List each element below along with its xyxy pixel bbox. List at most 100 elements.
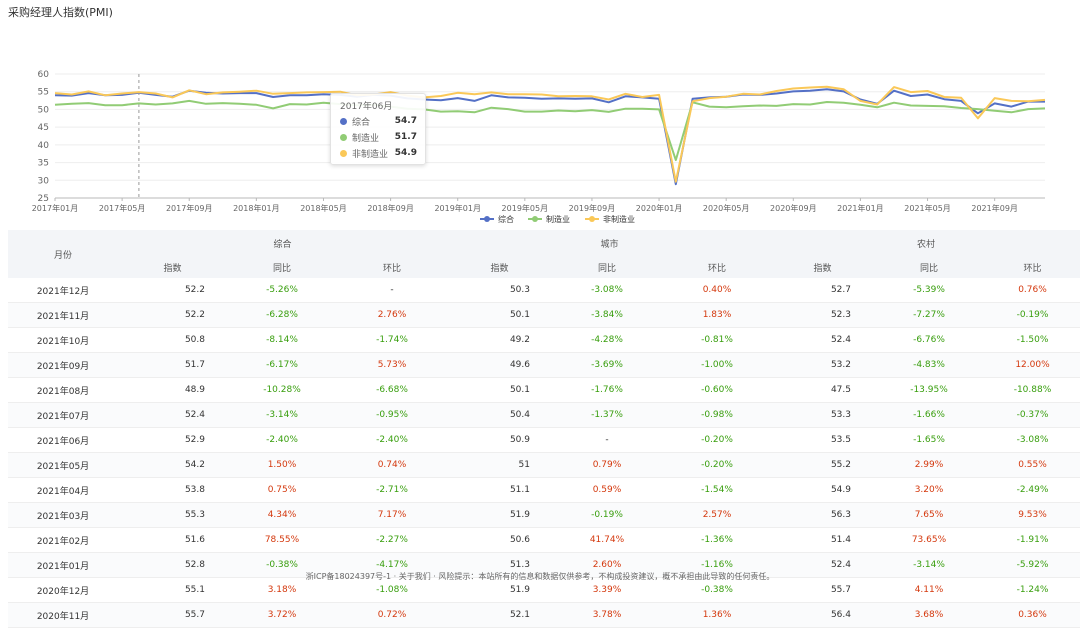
month-cell: 2020年11月 [8,602,118,628]
change-cell: 3.72% [227,602,337,628]
tooltip-row-manufacturing: 制造业 51.7 [340,130,417,144]
table-row: 2021年04月 53.8 0.75% -2.71% 51.1 0.59% -1.54% 54… [8,477,1080,503]
change-cell: -3.08% [985,427,1080,453]
change-cell: -0.60% [662,377,772,403]
index-cell: 51.4 [772,527,873,553]
change-cell: -3.84% [552,302,662,328]
x-tick-label: 2020年05月 [703,203,750,213]
y-tick-label: 30 [38,176,50,186]
change-cell: -1.65% [873,427,985,453]
change-cell: 0.74% [337,452,447,478]
index-cell: 52.2 [118,302,227,328]
index-cell: 52.3 [772,302,873,328]
index-cell: 53.2 [772,352,873,378]
change-cell: -0.98% [662,402,772,428]
change-cell: 0.79% [552,452,662,478]
change-cell: -0.19% [985,302,1080,328]
x-tick-label: 2021年01月 [837,203,884,213]
composite-dot-icon [340,117,347,125]
change-cell: -1.37% [552,402,662,428]
change-cell: -1.91% [985,527,1080,553]
change-cell: 7.65% [873,502,985,528]
index-cell: 56.3 [772,502,873,528]
table-row: 2021年07月 52.4 -3.14% -0.95% 50.4 -1.37% -0.98%… [8,402,1080,428]
change-cell: -6.17% [227,352,337,378]
x-tick-label: 2020年09月 [770,203,817,213]
index-cell: 51.7 [118,352,227,378]
table-row: 2021年02月 51.6 78.55% -2.27% 50.6 41.74% -1.36%… [8,527,1080,553]
x-tick-label: 2018年05月 [300,203,347,213]
index-cell: 51.6 [118,527,227,553]
change-cell: 78.55% [227,527,337,553]
legend-label: 综合 [498,214,514,224]
change-cell: -1.36% [662,527,772,553]
x-tick-label: 2018年09月 [367,203,414,213]
subheader-index: 指数 [118,256,227,278]
pmi-data-table: 月份 综合 城市 农村 指数 同比 环比 指数 同比 环比 指数 同比 环比 2… [8,230,1080,628]
change-cell: 3.68% [873,602,985,628]
tooltip-series-name: 制造业 [352,133,380,144]
y-tick-label: 55 [38,88,49,98]
index-cell: 51.1 [447,477,552,503]
month-cell: 2021年10月 [8,327,118,353]
change-cell: 5.73% [337,352,447,378]
y-tick-label: 35 [38,159,49,169]
change-cell: -2.49% [985,477,1080,503]
tooltip-series-value: 54.9 [394,148,417,158]
change-cell: -1.54% [662,477,772,503]
group-header-rural: 农村 [772,230,1080,256]
change-cell: 2.99% [873,452,985,478]
x-tick-label: 2019年05月 [502,203,549,213]
legend-marker-icon [484,216,490,222]
change-cell: -6.28% [227,302,337,328]
change-cell: 0.75% [227,477,337,503]
index-cell: 50.9 [447,427,552,453]
x-tick-label: 2017年05月 [99,203,146,213]
index-cell: 49.6 [447,352,552,378]
index-cell: 50.4 [447,402,552,428]
change-cell: -3.08% [552,278,662,303]
index-cell: 50.3 [447,278,552,303]
change-cell: -1.76% [552,377,662,403]
table-body: 2021年12月 52.2 -5.26% -50.3 -3.08% 0.40% 52.7 -5… [8,278,1080,628]
change-cell: - [552,427,662,453]
y-tick-label: 60 [38,70,50,80]
subheader-yoy: 同比 [552,256,662,278]
index-cell: 47.5 [772,377,873,403]
index-cell: 52.1 [447,602,552,628]
tooltip-row-non-manufacturing: 非制造业 54.9 [340,146,417,160]
legend-label: 制造业 [546,214,570,224]
y-axis-labels: 25 30 35 40 45 50 55 60 [38,70,50,204]
non-manufacturing-dot-icon [340,149,347,157]
x-tick-label: 2021年05月 [904,203,951,213]
index-cell: 48.9 [118,377,227,403]
change-cell: -4.17% [337,552,447,578]
index-cell: 50.1 [447,377,552,403]
change-cell: -1.50% [985,327,1080,353]
pmi-line-chart[interactable]: 25 30 35 40 45 50 55 60 2017年01月 2017年05月 2017年09… [0,22,1080,230]
index-cell: 52.2 [118,278,227,303]
index-cell: 55.7 [118,602,227,628]
table-row: 2021年09月 51.7 -6.17% 5.73% 49.6 -3.69% -1.00% 5… [8,352,1080,378]
change-cell: -1.00% [662,352,772,378]
subheader-mom: 环比 [337,256,447,278]
change-cell: -1.66% [873,402,985,428]
chart-legend[interactable]: 综合 制造业 非制造业 [480,214,635,224]
subheader-index: 指数 [772,256,873,278]
change-cell: 3.20% [873,477,985,503]
chart-series[interactable] [54,85,1046,186]
change-cell: -0.19% [552,502,662,528]
x-tick-label: 2018年01月 [233,203,280,213]
subheader-mom: 环比 [985,256,1080,278]
change-cell: 2.57% [662,502,772,528]
subheader-yoy: 同比 [873,256,985,278]
change-cell: -6.76% [873,327,985,353]
change-cell: -1.74% [337,327,447,353]
index-cell: 52.8 [118,552,227,578]
table-row: 2020年11月 55.7 3.72% 0.72% 52.1 3.78% 1.36% 56.4… [8,602,1080,628]
change-cell: -8.14% [227,327,337,353]
legend-label: 非制造业 [603,214,635,224]
change-cell: 9.53% [985,502,1080,528]
group-header-composite: 综合 [118,230,447,256]
series-line-non_manufacturing [54,85,1046,183]
